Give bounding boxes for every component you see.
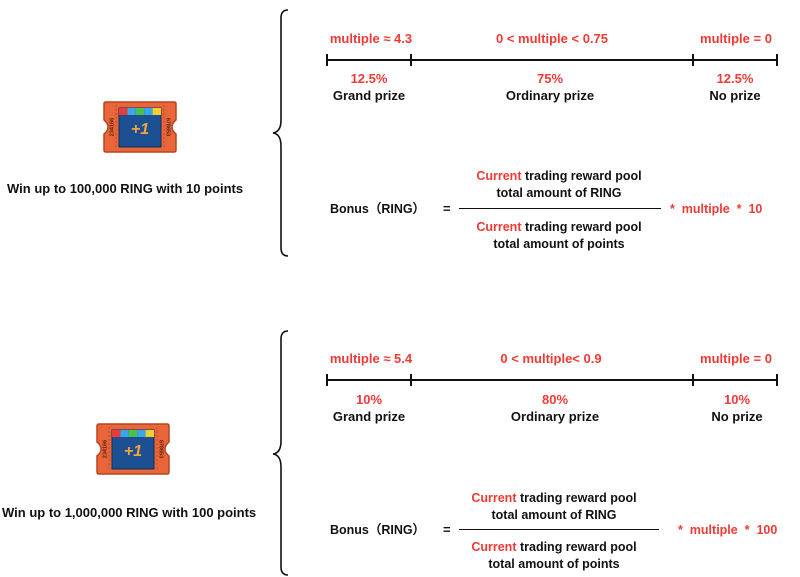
range-condition: multiple = 0 <box>700 31 772 46</box>
formula-equals: = <box>443 522 451 537</box>
formula-numerator-line1: Current trading reward pool <box>476 169 642 183</box>
range-prize: No prize <box>709 88 761 103</box>
formula-multiplier: * multiple * 10 <box>670 202 763 216</box>
range-condition: multiple ≈ 4.3 <box>329 31 413 46</box>
range-axis <box>326 379 778 381</box>
formula-equals: = <box>443 201 451 216</box>
range-prize: No prize <box>711 409 763 424</box>
formula-numerator-line1: Current trading reward pool <box>471 491 637 505</box>
axis-tick <box>776 374 778 386</box>
ticket-left-number: 234166 <box>109 118 115 136</box>
range-condition: multiple = 0 <box>700 351 772 366</box>
ticket-icon: 234166 678653 +1 <box>96 423 170 475</box>
current-highlight: Current <box>476 220 522 234</box>
tier-caption: Win up to 1,000,000 RING with 100 points <box>2 505 257 520</box>
ticket-left-number: 234166 <box>102 440 108 458</box>
range-prize: Grand prize <box>332 409 406 424</box>
formula-denominator-line1: Current trading reward pool <box>471 540 637 554</box>
curly-brace-icon <box>272 9 289 257</box>
axis-tick <box>326 54 328 66</box>
range-percent: 12.5% <box>716 71 754 86</box>
range-percent: 10% <box>723 392 751 407</box>
range-prize: Ordinary prize <box>510 409 600 424</box>
ticket-icon: 234166 678653 +1 <box>103 101 177 153</box>
formula-numerator-line2: total amount of RING <box>491 508 617 522</box>
formula-lhs: Bonus（RING） <box>330 202 426 216</box>
curly-brace-icon <box>272 330 289 576</box>
range-prize: Grand prize <box>332 88 406 103</box>
tier-caption: Win up to 100,000 RING with 10 points <box>7 181 244 196</box>
axis-tick <box>776 54 778 66</box>
range-prize: Ordinary prize <box>505 88 595 103</box>
range-percent: 75% <box>536 71 564 86</box>
range-condition: 0 < multiple < 0.75 <box>496 31 608 46</box>
formula-denominator-line1: Current trading reward pool <box>476 220 642 234</box>
axis-tick <box>410 374 412 386</box>
range-percent: 80% <box>541 392 569 407</box>
formula-multiplier: * multiple * 100 <box>678 523 778 537</box>
range-condition: 0 < multiple< 0.9 <box>500 351 602 366</box>
axis-tick <box>692 374 694 386</box>
range-percent: 12.5% <box>350 71 388 86</box>
ticket-label: +1 <box>124 443 142 460</box>
axis-tick <box>326 374 328 386</box>
formula-denominator-line2: total amount of points <box>493 237 625 251</box>
formula-numerator-line2: total amount of RING <box>496 186 622 200</box>
ticket-label: +1 <box>131 121 149 138</box>
formula-denominator-line2: total amount of points <box>488 557 620 571</box>
ticket-right-number: 678653 <box>158 440 164 458</box>
current-highlight: Current <box>471 491 517 505</box>
ticket-right-number: 678653 <box>165 118 171 136</box>
fraction-bar <box>459 208 661 209</box>
formula-lhs: Bonus（RING） <box>330 523 426 537</box>
current-highlight: Current <box>471 540 517 554</box>
range-percent: 10% <box>355 392 383 407</box>
axis-tick <box>692 54 694 66</box>
current-highlight: Current <box>476 169 522 183</box>
axis-tick <box>410 54 412 66</box>
fraction-bar <box>459 529 659 530</box>
range-condition: multiple ≈ 5.4 <box>329 351 413 366</box>
range-axis <box>326 59 778 61</box>
